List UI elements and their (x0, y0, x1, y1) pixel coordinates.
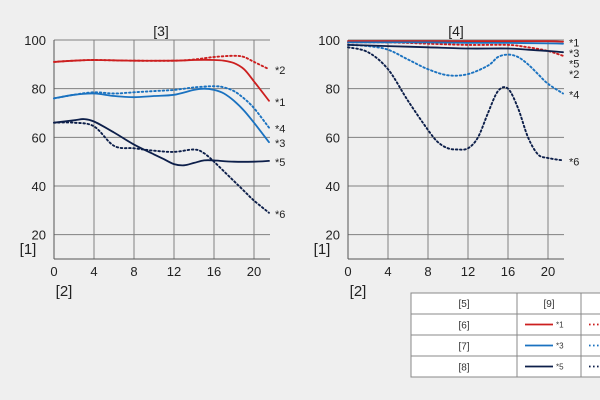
series-tag-star3: *3 (569, 48, 579, 60)
x-tick-label: 0 (50, 264, 57, 279)
y-tick-label: 20 (32, 228, 46, 243)
x-tick-label: 20 (247, 264, 261, 279)
series-line-star5 (53, 118, 270, 167)
y-tick-label: 80 (326, 82, 340, 97)
series-tag-star2: *2 (569, 69, 579, 81)
series-line-star3 (347, 41, 564, 45)
chart-title: [4] (448, 23, 464, 39)
y-tick-label: 100 (24, 33, 46, 48)
series-line-star6 (347, 46, 564, 162)
y-tick-label: 60 (32, 130, 46, 145)
x-tick-label: 16 (501, 264, 515, 279)
series-tag-star6: *6 (569, 156, 579, 168)
legend-header: [9] (543, 299, 554, 310)
series-line-star2 (53, 54, 270, 71)
x-tick-label: 4 (90, 264, 97, 279)
y-tick-label: 20 (326, 228, 340, 243)
series-tag-star3: *3 (275, 138, 285, 150)
x-tick-label: 8 (424, 264, 431, 279)
legend-row-label: [6] (458, 321, 469, 332)
chart-title: [3] (153, 23, 169, 39)
x-axis-label: [2] (56, 283, 73, 300)
series-tag-star2: *2 (275, 65, 285, 77)
x-tick-label: 20 (541, 264, 555, 279)
x-tick-label: 12 (461, 264, 475, 279)
y-axis-label: [1] (20, 241, 37, 258)
legend-solid-tag: *3 (556, 342, 564, 351)
x-tick-label: 4 (384, 264, 391, 279)
x-tick-label: 16 (207, 264, 221, 279)
y-tick-label: 80 (32, 82, 46, 97)
y-tick-label: 60 (326, 130, 340, 145)
legend-header: [5] (458, 299, 469, 310)
y-tick-label: 40 (32, 179, 46, 194)
legend-row-label: [8] (458, 363, 469, 374)
series-line-star1 (347, 40, 564, 43)
series-line-star3 (53, 87, 270, 144)
series-line-star5 (347, 44, 564, 54)
series-tag-star4: *4 (569, 90, 579, 102)
series-line-star1 (53, 58, 270, 102)
series-tag-star4: *4 (275, 124, 285, 136)
series-line-star4 (347, 43, 564, 95)
y-axis-label: [1] (314, 241, 331, 258)
series-tag-star6: *6 (275, 209, 285, 221)
series-tag-star5: *5 (569, 59, 579, 71)
legend-solid-tag: *1 (556, 321, 564, 330)
legend-row-label: [7] (458, 342, 469, 353)
x-tick-label: 12 (167, 264, 181, 279)
y-tick-label: 40 (326, 179, 340, 194)
series-tag-star5: *5 (275, 157, 285, 169)
series-tag-star1: *1 (569, 38, 579, 50)
series-line-star6 (53, 121, 270, 214)
y-tick-label: 100 (318, 33, 340, 48)
series-tag-star1: *1 (275, 97, 285, 109)
x-axis-label: [2] (350, 283, 367, 300)
legend-solid-tag: *5 (556, 363, 564, 372)
x-tick-label: 0 (344, 264, 351, 279)
x-tick-label: 8 (130, 264, 137, 279)
series-line-star4 (53, 85, 270, 129)
legend-table: [5][9][10][6]*1*2[7]*3*4[8]*5*6 (410, 292, 600, 378)
